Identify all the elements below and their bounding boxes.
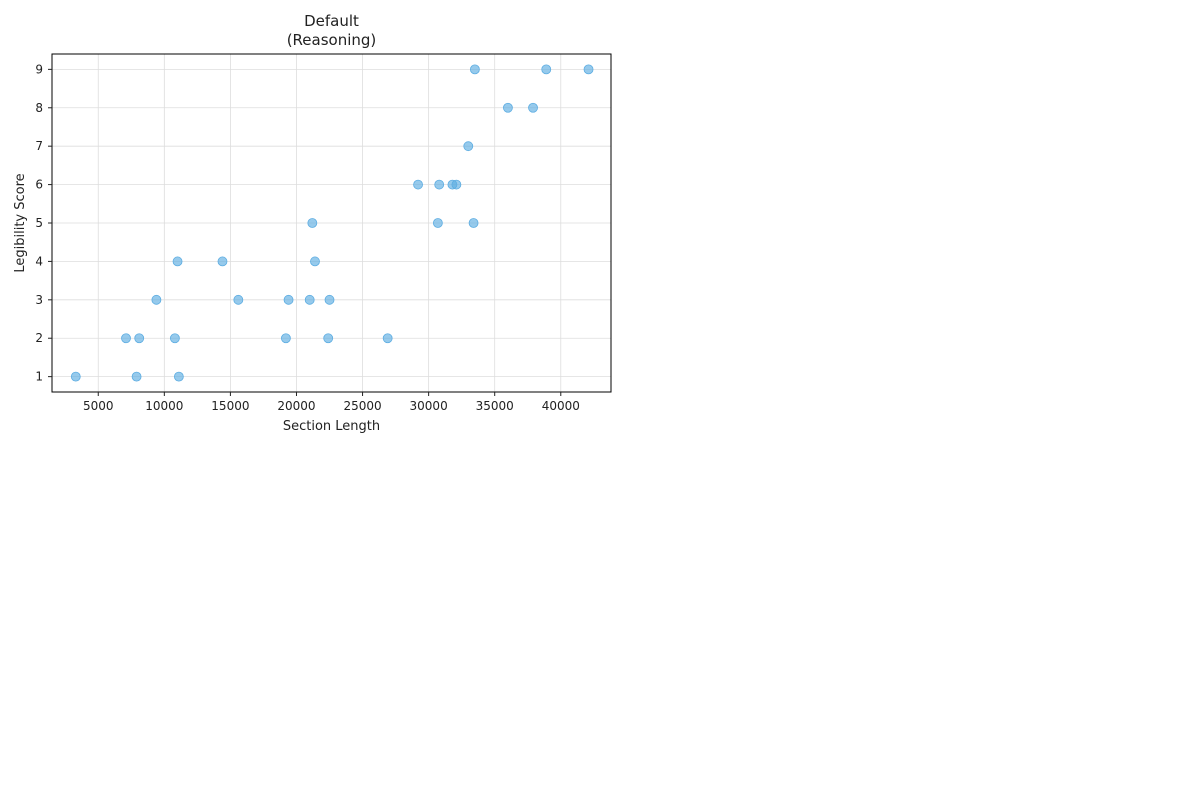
data-point xyxy=(170,333,180,344)
y-tick-label: 1 xyxy=(35,370,43,384)
x-axis-ticks: 5000 10000 15000 20000 25000 30000 35000 40000 xyxy=(83,392,580,413)
x-tick-label: 5000 xyxy=(83,399,114,413)
data-point xyxy=(323,333,334,344)
data-point xyxy=(468,218,479,228)
x-tick-label: 35000 xyxy=(476,399,514,413)
x-tick-label: 20000 xyxy=(277,399,315,413)
grid xyxy=(52,54,611,392)
chart-title-line: (Reasoning) xyxy=(287,31,377,49)
data-point xyxy=(382,333,393,344)
data-point xyxy=(434,179,445,190)
data-point xyxy=(173,371,184,382)
data-point xyxy=(121,333,131,344)
data-point xyxy=(413,179,423,190)
data-point xyxy=(131,371,142,382)
data-point xyxy=(451,179,462,190)
x-tick-label: 15000 xyxy=(211,399,249,413)
x-tick-label: 30000 xyxy=(410,399,448,413)
data-point xyxy=(70,371,81,382)
y-tick-label: 3 xyxy=(35,293,43,307)
data-point xyxy=(217,256,228,267)
data-point xyxy=(283,294,294,305)
x-tick-label: 10000 xyxy=(145,399,183,413)
y-tick-label: 4 xyxy=(35,254,43,268)
y-tick-label: 9 xyxy=(35,62,43,76)
chart-title: Default (Reasoning) xyxy=(287,12,377,49)
y-tick-label: 6 xyxy=(35,178,43,192)
data-point xyxy=(304,294,315,305)
data-point xyxy=(233,294,244,305)
chart-title-line: Default xyxy=(304,12,359,30)
data-point xyxy=(528,102,538,113)
data-point xyxy=(432,218,443,228)
data-point xyxy=(583,64,594,75)
data-point xyxy=(324,294,335,305)
data-point xyxy=(172,256,183,267)
data-point xyxy=(503,102,513,113)
y-tick-label: 5 xyxy=(35,216,43,230)
data-point xyxy=(541,64,552,75)
data-point xyxy=(310,256,320,267)
y-tick-label: 8 xyxy=(35,101,43,115)
y-axis-ticks: 1 2 3 4 5 6 7 8 9 xyxy=(35,62,52,384)
data-point xyxy=(281,333,291,344)
data-point xyxy=(151,294,162,305)
y-axis-label: Legibility Score xyxy=(13,173,28,272)
data-point xyxy=(134,333,145,344)
data-point xyxy=(469,64,480,75)
x-tick-label: 25000 xyxy=(343,399,381,413)
y-tick-label: 7 xyxy=(35,139,43,153)
x-axis-label: Section Length xyxy=(283,419,380,434)
x-tick-label: 40000 xyxy=(542,399,580,413)
data-points xyxy=(70,64,594,382)
data-point xyxy=(463,141,474,152)
data-point xyxy=(307,218,318,228)
y-tick-label: 2 xyxy=(35,331,43,345)
